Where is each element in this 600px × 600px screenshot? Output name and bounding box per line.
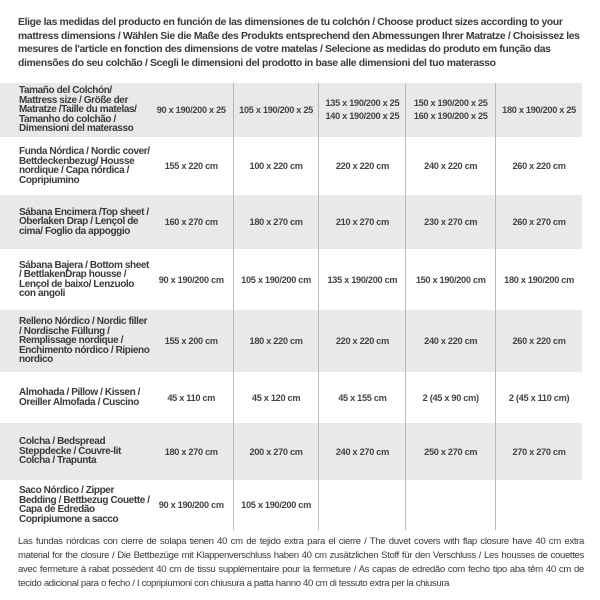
size-cell: 105 x 190/200 cm [232, 249, 319, 310]
mattress-size-cell: 105 x 190/200 x 25 [232, 83, 319, 137]
size-cell: 180 x 220 cm [232, 310, 319, 372]
product-label: Almohada / Pillow / Kissen / Oreiller Al… [19, 387, 141, 408]
table-row: Funda Nórdica / Nordic cover/ Bettdecken… [0, 137, 582, 195]
size-cell: 240 x 270 cm [318, 423, 406, 480]
size-cell: 180 x 270 cm [232, 195, 319, 249]
size-cell: 260 x 220 cm [495, 310, 582, 372]
size-cell [318, 480, 406, 530]
footnote: Las fundas nórdicas con cierre de solapa… [18, 536, 584, 589]
table-row: Almohada / Pillow / Kissen / Oreiller Al… [0, 372, 582, 423]
size-cell: 220 x 220 cm [318, 310, 406, 372]
mattress-size-value: 105 x 190/200 x 25 [239, 104, 313, 115]
size-cell: 105 x 190/200 cm [232, 480, 319, 530]
table-row: Sábana Bajera / Bottom sheet / Bettlaken… [0, 249, 582, 310]
mattress-size-value: 90 x 190/200 x 25 [156, 104, 226, 115]
size-cell: 240 x 220 cm [405, 310, 496, 372]
product-label: Relleno Nórdico / Nordic filler / Nordis… [0, 310, 150, 372]
size-cell: 45 x 120 cm [232, 372, 319, 423]
mattress-size-cell: 90 x 190/200 x 25 [149, 83, 234, 137]
mattress-size-value: 160 x 190/200 x 25 [413, 111, 488, 121]
size-cell: 240 x 220 cm [405, 137, 496, 195]
size-cell: 260 x 220 cm [495, 137, 582, 195]
size-cell: 180 x 270 cm [149, 423, 234, 480]
product-label: Sábana Bajera / Bottom sheet / Bettlaken… [19, 259, 149, 299]
mattress-size-value: 135 x 190/200 x 25 [325, 98, 400, 108]
size-cell: 180 x 190/200 cm [495, 249, 582, 310]
table-row: Relleno Nórdico / Nordic filler / Nordis… [0, 310, 582, 372]
size-cell [495, 480, 582, 530]
product-label: Colcha / Bedspread Steppdecke / Couvre-l… [0, 423, 150, 480]
size-cell: 155 x 220 cm [164, 161, 218, 171]
mattress-size-value: 150 x 190/200 x 25 [413, 98, 488, 108]
mattress-size-label: Tamaño del Colchón/ Mattress size / Größ… [0, 83, 150, 137]
size-cell: 45 x 110 cm [167, 392, 216, 403]
size-cell: 45 x 155 cm [318, 372, 406, 423]
size-cell: 260 x 270 cm [495, 195, 582, 249]
size-cell: 220 x 220 cm [318, 137, 406, 195]
size-cell: 150 x 190/200 cm [405, 249, 496, 310]
product-label: Sábana Encimera /Top sheet / Oberlaken D… [0, 195, 150, 249]
size-cell: 160 x 270 cm [149, 195, 234, 249]
mattress-size-value: 180 x 190/200 x 25 [502, 104, 576, 115]
table-row: Sábana Encimera /Top sheet / Oberlaken D… [0, 195, 582, 249]
size-cell: 135 x 190/200 cm [318, 249, 406, 310]
product-label: Funda Nórdica / Nordic cover/ Bettdecken… [19, 146, 150, 186]
product-label: Saco Nórdico / Zipper Bedding / Bettbezu… [19, 485, 150, 525]
size-cell: 270 x 270 cm [495, 423, 582, 480]
table-row: Saco Nórdico / Zipper Bedding / Bettbezu… [0, 480, 582, 530]
size-cell: 230 x 270 cm [405, 195, 496, 249]
header-row: Tamaño del Colchón/ Mattress size / Größ… [0, 83, 582, 137]
size-cell: 100 x 220 cm [232, 137, 319, 195]
table-row: Colcha / Bedspread Steppdecke / Couvre-l… [0, 423, 582, 480]
size-cell: 210 x 270 cm [318, 195, 406, 249]
size-cell: 90 x 190/200 cm [158, 500, 224, 510]
intro-text: Elige las medidas del producto en funció… [18, 17, 580, 69]
size-cell: 2 (45 x 90 cm) [405, 372, 496, 423]
size-cell: 155 x 200 cm [149, 310, 234, 372]
mattress-size-value: 140 x 190/200 x 25 [325, 111, 400, 121]
size-cell: 250 x 270 cm [405, 423, 496, 480]
mattress-size-cell: 135 x 190/200 x 25 140 x 190/200 x 25 [318, 83, 406, 137]
size-cell: 200 x 270 cm [232, 423, 319, 480]
size-cell [405, 480, 496, 530]
mattress-size-cell: 150 x 190/200 x 25 160 x 190/200 x 25 [405, 83, 496, 137]
mattress-size-cell: 180 x 190/200 x 25 [495, 83, 582, 137]
size-cell: 2 (45 x 110 cm) [495, 372, 582, 423]
size-cell: 90 x 190/200 cm [158, 274, 224, 285]
size-table: Tamaño del Colchón/ Mattress size / Größ… [0, 83, 582, 530]
